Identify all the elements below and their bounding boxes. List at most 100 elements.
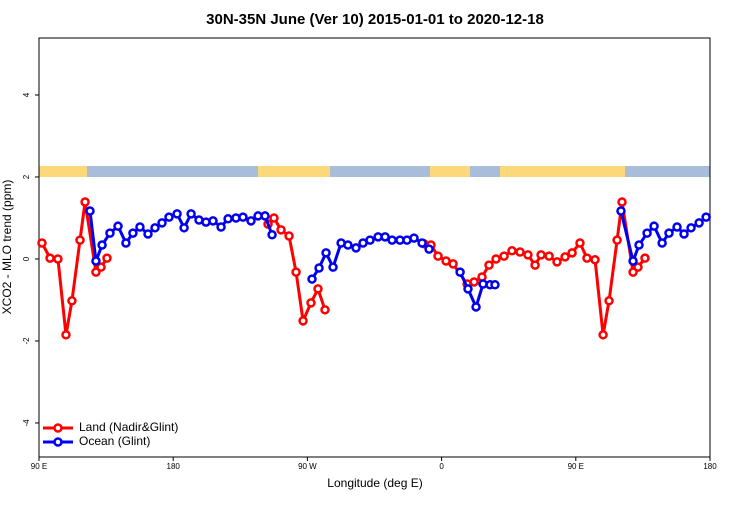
point (701, 212, 711, 222)
point (387, 235, 397, 245)
point (455, 267, 465, 277)
point (380, 232, 390, 242)
point (267, 230, 277, 240)
point (135, 222, 145, 232)
y-axis-label: XCO2 - MLO trend (ppm) (0, 180, 14, 315)
point (128, 228, 138, 238)
y-tick-label: 2 (22, 174, 31, 179)
land-strip (500, 166, 625, 177)
point (507, 246, 517, 256)
chart-title: 30N-35N June (Ver 10) 2015-01-01 to 2020… (206, 11, 544, 28)
point (469, 277, 479, 287)
point (409, 233, 419, 243)
point (61, 330, 71, 340)
point (424, 244, 434, 254)
point (223, 214, 233, 224)
land-strip (258, 166, 330, 177)
point (276, 225, 286, 235)
point (628, 256, 638, 266)
legend-marker (53, 437, 63, 447)
x-tick-label: 90 W (298, 462, 317, 471)
point (53, 254, 63, 264)
point (216, 222, 226, 232)
x-tick-label: 180 (167, 462, 181, 471)
point (121, 238, 131, 248)
point (640, 253, 650, 263)
land-strip (39, 166, 87, 177)
point (307, 274, 317, 284)
point (238, 212, 248, 222)
x-tick-label: 90 E (568, 462, 584, 471)
point (686, 223, 696, 233)
point (85, 206, 95, 216)
point (164, 212, 174, 222)
point (612, 235, 622, 245)
point (284, 231, 294, 241)
point (634, 240, 644, 250)
point (113, 221, 123, 231)
point (143, 229, 153, 239)
point (604, 296, 614, 306)
point (313, 284, 323, 294)
x-tick-label: 90 E (31, 462, 47, 471)
point (598, 330, 608, 340)
point (186, 209, 196, 219)
point (96, 262, 106, 272)
point (328, 262, 338, 272)
point (694, 218, 704, 228)
point (246, 216, 256, 226)
point (617, 197, 627, 207)
point (657, 238, 667, 248)
point (37, 238, 47, 248)
point (530, 260, 540, 270)
point (448, 259, 458, 269)
point (314, 263, 324, 273)
point (291, 267, 301, 277)
point (499, 251, 509, 261)
y-tick-label: 4 (22, 92, 31, 97)
point (320, 305, 330, 315)
point (679, 229, 689, 239)
point (105, 228, 115, 238)
point (91, 256, 101, 266)
point (208, 216, 218, 226)
point (484, 260, 494, 270)
point (544, 251, 554, 261)
point (552, 257, 562, 267)
point (590, 255, 600, 265)
point (515, 247, 525, 257)
point (150, 223, 160, 233)
point (633, 262, 643, 272)
point (365, 235, 375, 245)
point (490, 280, 500, 290)
point (523, 250, 533, 260)
point (97, 240, 107, 250)
point (567, 248, 577, 258)
point (102, 253, 112, 263)
point (306, 298, 316, 308)
y-tick-label: -4 (22, 419, 31, 427)
point (560, 252, 570, 262)
point (642, 228, 652, 238)
point (343, 240, 353, 250)
land-mask (39, 166, 710, 177)
point (649, 221, 659, 231)
point (575, 238, 585, 248)
point (269, 213, 279, 223)
legend-label: Land (Nadir&Glint) (79, 420, 178, 434)
point (321, 248, 331, 258)
x-tick-label: 0 (439, 462, 444, 471)
land-strip (430, 166, 470, 177)
y-tick-label: -2 (22, 337, 31, 345)
point (536, 250, 546, 260)
y-tick-label: 0 (22, 256, 31, 261)
point (616, 206, 626, 216)
point (260, 211, 270, 221)
point (157, 218, 167, 228)
point (664, 228, 674, 238)
point (80, 197, 90, 207)
point (45, 253, 55, 263)
legend-label: Ocean (Glint) (79, 434, 150, 448)
